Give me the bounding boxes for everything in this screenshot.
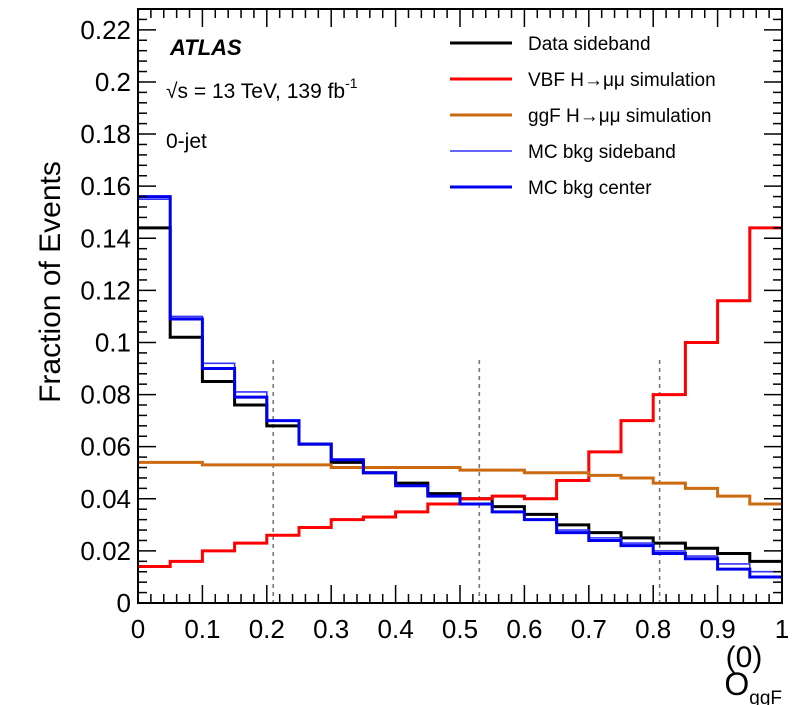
legend-entry-2: ggF H→μμ simulation: [528, 106, 711, 127]
energy-lumi-label: √s = 13 TeV, 139 fb-1: [166, 75, 358, 103]
y-tick-label-9: 0.18: [80, 119, 131, 149]
legend-entry-0: Data sideband: [528, 34, 651, 55]
y-tick-label-2: 0.04: [80, 484, 131, 514]
x-tick-label-9: 0.9: [700, 614, 736, 644]
y-tick-label-10: 0.2: [95, 67, 131, 97]
x-tick-label-3: 0.3: [313, 614, 349, 644]
x-tick-label-4: 0.4: [378, 614, 414, 644]
x-axis-title-main: O: [724, 666, 749, 702]
x-axis-title-sup: (0): [726, 641, 763, 674]
y-tick-label-3: 0.06: [80, 432, 131, 462]
x-tick-label-1: 0.1: [184, 614, 220, 644]
y-axis-title: Fraction of Events: [34, 161, 67, 403]
x-tick-label-2: 0.2: [249, 614, 285, 644]
y-tick-label-5: 0.1: [95, 327, 131, 357]
annotations: ATLAS √s = 13 TeV, 139 fb-1 0-jet: [166, 35, 358, 153]
y-tick-label-1: 0.02: [80, 536, 131, 566]
series-line-2: [138, 460, 782, 506]
axis-ticks: [137, 8, 783, 604]
x-tick-label-7: 0.7: [571, 614, 607, 644]
legend-entry-3: MC bkg sideband: [528, 142, 676, 163]
x-tick-label-0: 0: [131, 614, 145, 644]
histogram-series: [138, 195, 782, 579]
y-tick-label-8: 0.16: [80, 171, 131, 201]
series-line-4: [138, 195, 782, 579]
legend: Data sideband VBF H→μμ simulation ggF H→μμ…: [450, 34, 716, 199]
legend-entry-1: VBF H→μμ simulation: [528, 70, 716, 91]
y-tick-label-6: 0.12: [80, 275, 131, 305]
tick-labels: 0 0.1 0.2 0.3 0.4 0.5 0.6 0.7 0.8 0.9 1 0 0.02 0.04 0.…: [80, 15, 789, 644]
experiment-label: ATLAS: [169, 35, 242, 60]
legend-entry-4: MC bkg center: [528, 178, 652, 199]
x-tick-label-6: 0.6: [506, 614, 542, 644]
x-tick-label-10: 1: [775, 614, 789, 644]
category-boundaries: [272, 360, 661, 603]
y-tick-label-7: 0.14: [80, 223, 131, 253]
x-tick-label-5: 0.5: [442, 614, 478, 644]
energy-rest: = 13 TeV, 139 fb: [188, 80, 345, 103]
energy-sqrt: √s: [166, 80, 188, 103]
energy-sup: -1: [345, 75, 358, 91]
x-tick-label-8: 0.8: [635, 614, 671, 644]
category-label: 0-jet: [166, 130, 207, 153]
y-tick-label-11: 0.22: [80, 15, 131, 45]
y-tick-label-4: 0.08: [80, 380, 131, 410]
x-axis-title: OggF: [724, 666, 782, 705]
x-axis-title-sub: ggF: [749, 688, 782, 705]
y-tick-label-0: 0: [117, 588, 131, 618]
